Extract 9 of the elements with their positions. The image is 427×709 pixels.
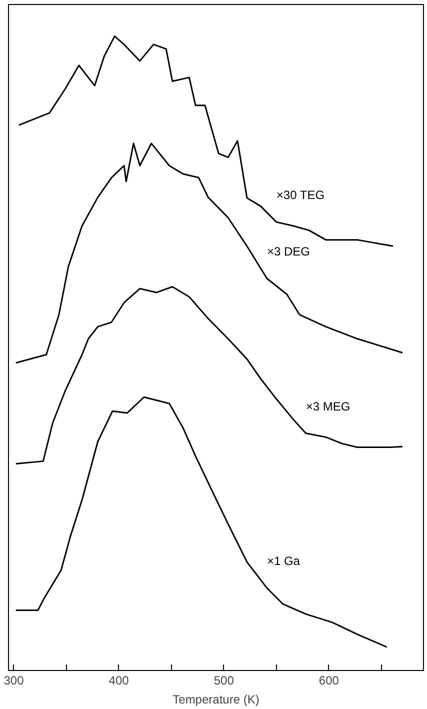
x-axis-title: Temperature (K) bbox=[172, 692, 260, 706]
x-tick-label: 400 bbox=[108, 674, 130, 688]
series-label: ×3 DEG bbox=[266, 244, 310, 259]
x-tick-label: 600 bbox=[318, 674, 340, 688]
series-label: ×1 Ga bbox=[266, 554, 300, 568]
series-label: ×3 MEG bbox=[306, 399, 350, 414]
x-tick-label: 300 bbox=[4, 674, 24, 688]
x-tick-label: 500 bbox=[214, 674, 234, 688]
series-label: ×30 TEG bbox=[276, 188, 325, 202]
